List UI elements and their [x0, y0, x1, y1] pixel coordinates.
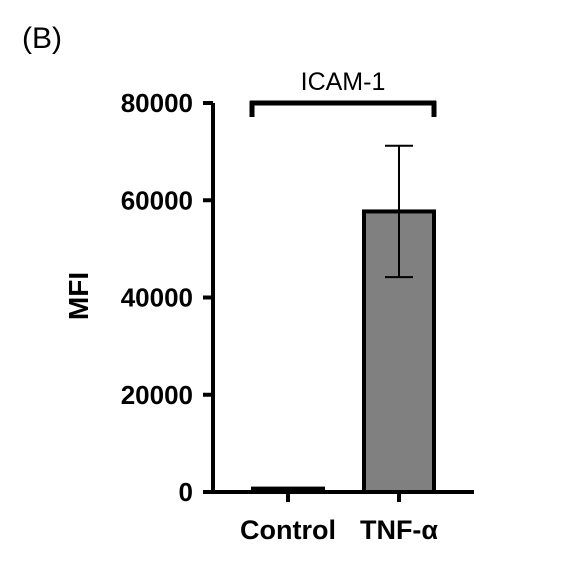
category-labels: Control TNF-α	[240, 492, 438, 545]
y-tick-label: 80000	[121, 88, 193, 118]
comparison-bracket: ICAM-1	[249, 68, 437, 117]
y-ticks: 0 20000 40000 60000 80000	[121, 88, 213, 507]
bar-control	[251, 486, 325, 495]
y-axis-title: MFI	[63, 272, 94, 320]
bracket-label: ICAM-1	[301, 68, 386, 96]
bars	[251, 209, 436, 495]
panel-label: (B)	[22, 22, 62, 55]
y-tick-label: 40000	[121, 283, 193, 313]
y-tick-label: 60000	[121, 185, 193, 215]
category-label: Control	[240, 515, 336, 545]
y-tick-label: 20000	[121, 380, 193, 410]
error-bars	[385, 144, 413, 279]
y-tick-label: 0	[179, 477, 193, 507]
category-label: TNF-α	[360, 515, 438, 545]
